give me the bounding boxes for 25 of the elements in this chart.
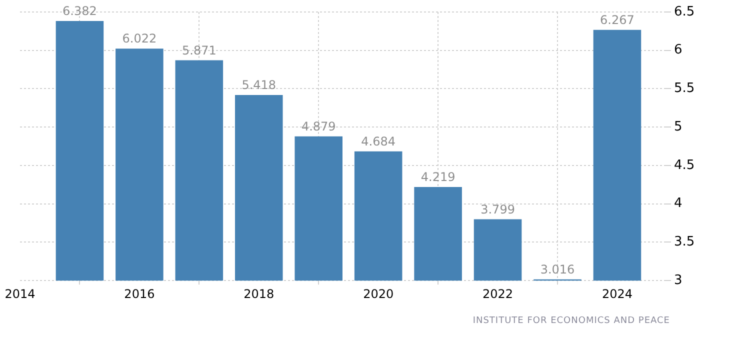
x-tick-label: 2016 (124, 286, 155, 301)
y-tick-label: 6 (674, 42, 682, 58)
y-tick-label: 4 (674, 196, 682, 212)
data-label: 3.016 (540, 262, 575, 276)
x-tick-label: 2024 (602, 286, 632, 301)
y-tick-label: 5 (674, 119, 682, 134)
y-tick-label: 5.5 (674, 81, 695, 96)
data-label: 6.382 (62, 4, 97, 18)
y-tick-label: 6.5 (674, 4, 695, 20)
data-label: 4.219 (420, 170, 456, 184)
x-tick-label: 2014 (4, 286, 36, 301)
data-label: 6.022 (122, 32, 157, 46)
x-tick-label: 2022 (482, 286, 514, 301)
x-tick-label: 2020 (363, 286, 394, 301)
data-label: 4.684 (361, 134, 396, 148)
data-label: 5.418 (242, 78, 276, 92)
data-label: 6.267 (600, 12, 634, 27)
data-label: 5.871 (182, 43, 216, 58)
y-tick-label: 3 (674, 272, 682, 288)
y-tick-label: 4.5 (674, 158, 695, 173)
x-tick-label: 2018 (244, 286, 274, 301)
y-tick-label: 3.5 (674, 234, 695, 250)
data-label: 3.799 (480, 202, 515, 216)
data-label: 4.879 (301, 119, 336, 134)
text: INSTITUTE FOR ECONOMICS AND PEACE (472, 316, 670, 326)
